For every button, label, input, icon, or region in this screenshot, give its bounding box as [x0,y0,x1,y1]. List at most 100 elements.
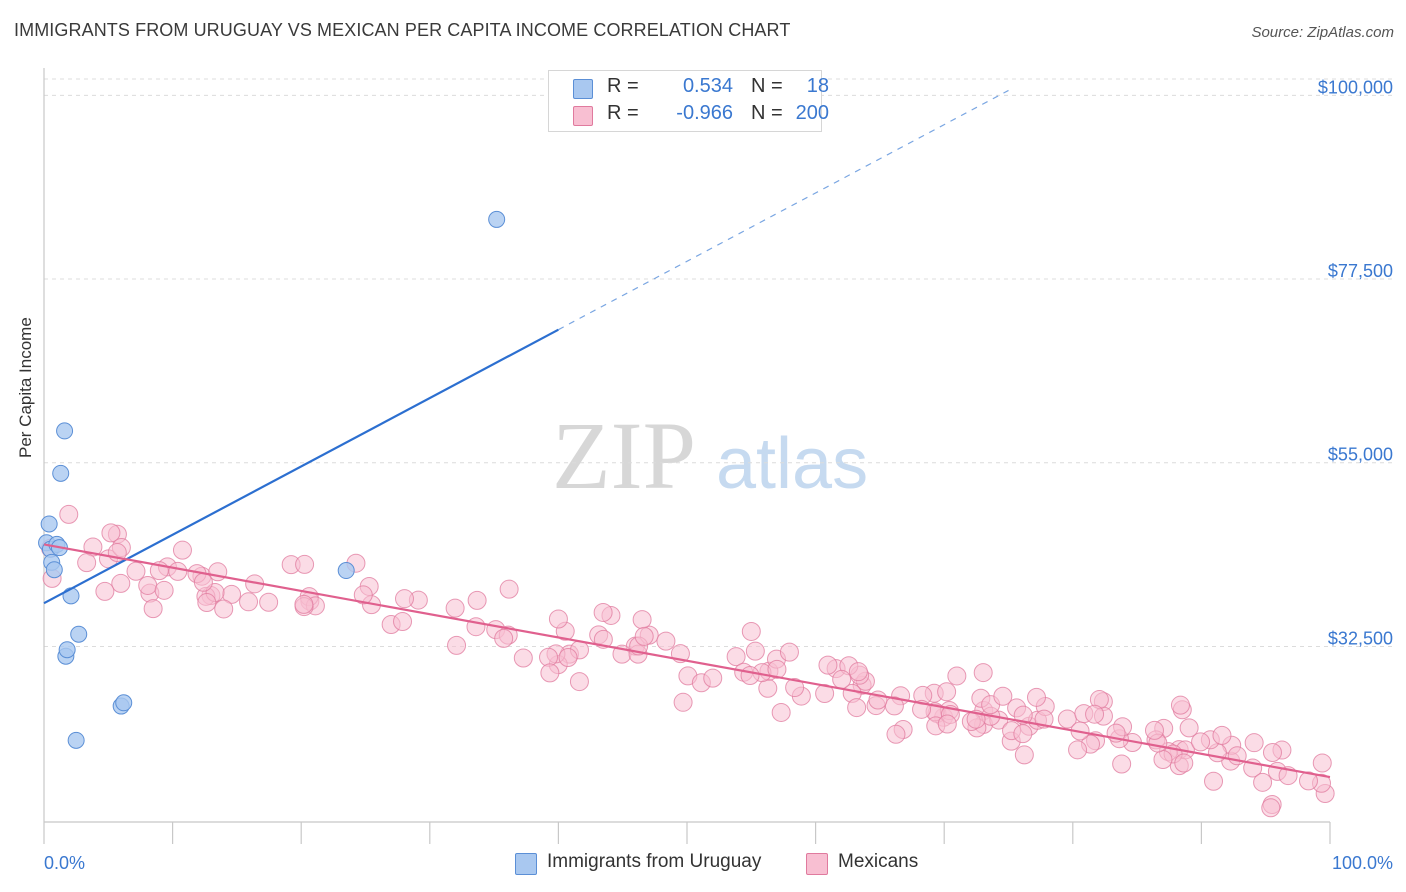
bottom-legend-label-mexicans: Mexicans [838,851,919,872]
trend-lines [43,89,1331,779]
mexicans-point [593,602,613,622]
mexicans-point [1013,724,1033,744]
mexicans-point [973,663,993,683]
mexicans-point [197,593,217,613]
mexicans-point [569,672,589,692]
mexicans-point [1261,798,1281,818]
legend-r-value: -0.966 [676,102,733,124]
mexicans-point [779,642,799,662]
mexicans-point [59,504,79,524]
legend-swatch-uruguay [573,79,593,99]
mexicans-point [393,612,413,632]
mexicans-point [656,631,676,651]
chart-title: IMMIGRANTS FROM URUGUAY VS MEXICAN PER C… [14,20,791,40]
y-tick-label: $100,000 [1318,77,1393,97]
legend-swatch-mexicans [573,106,593,126]
uruguay-point [58,641,76,659]
legend-n-value: 200 [795,102,829,124]
mexicans-point [815,683,835,703]
legend-n-value: 18 [806,75,829,97]
uruguay-trend-extension [558,89,1009,331]
mexicans-point [540,663,560,683]
mexicans-point [1027,687,1047,707]
mexicans-point [726,647,746,667]
uruguay-point [67,731,85,749]
legend-r-value: 0.534 [682,75,733,97]
mexicans-point [558,647,578,667]
mexicans-point [1085,704,1105,724]
mexicans-point [447,635,467,655]
uruguay-point [115,694,133,712]
mexicans-point [494,628,514,648]
uruguay-point [337,562,355,580]
mexicans-point [239,592,259,612]
watermark-zip: ZIP [552,402,696,509]
uruguay-point [40,515,58,533]
watermark-atlas: atlas [716,424,868,504]
mexicans-point [1014,745,1034,765]
mexicans-point [513,648,533,668]
mexicans-point [1253,772,1273,792]
mexicans-trend-line [43,543,1331,779]
correlation-legend: R = 0.534 N = 18 R = -0.966 N = 200 [548,70,829,132]
mexicans-point [741,621,761,641]
legend-n-label: N = [751,102,783,124]
mexicans-point [832,669,852,689]
mexicans-point [818,655,838,675]
mexicans-point [111,573,131,593]
y-tick-labels: $32,500 $55,000 $77,500 $100,000 [1318,77,1393,648]
mexicans-point [95,581,115,601]
uruguay-point [52,464,70,482]
mexicans-point [632,610,652,630]
uruguay-point [45,561,63,579]
mexicans-point [947,666,967,686]
mexicans-point [1068,740,1088,760]
bottom-legend-swatch-uruguay [515,853,537,875]
mexicans-point [353,585,373,605]
mexicans-point [214,599,234,619]
mexicans-point [1153,750,1173,770]
legend-n-label: N = [751,75,783,97]
mexicans-point [767,659,787,679]
uruguay-trend-line [43,328,559,605]
mexicans-point [126,561,146,581]
uruguay-point [488,210,506,228]
mexicans-point [499,579,519,599]
mexicans-point [1204,771,1224,791]
mexicans-point [937,714,957,734]
mexicans-point [467,590,487,610]
mexicans-point [172,540,192,560]
mexicans-point [445,598,465,618]
mexicans-points [41,504,1335,818]
mexicans-point [673,692,693,712]
mexicans-point [1144,720,1164,740]
legend-r-label: R = [607,102,639,124]
mexicans-point [143,599,163,619]
mexicans-point [1191,732,1211,752]
mexicans-point [1112,754,1132,774]
mexicans-point [1174,753,1194,773]
mexicans-point [295,554,315,574]
mexicans-point [884,696,904,716]
mexicans-point [154,580,174,600]
mexicans-point [1262,743,1282,763]
mexicans-point [1170,695,1190,715]
mexicans-point [745,641,765,661]
y-tick-label: $55,000 [1328,445,1393,465]
axes [43,68,1331,844]
mexicans-point [394,589,414,609]
mexicans-point [1179,718,1199,738]
mexicans-point [548,609,568,629]
mexicans-point [77,553,97,573]
mexicans-point [1244,733,1264,753]
mexicans-point [771,702,791,722]
x-tick-label-max: 100.0% [1332,853,1393,873]
mexicans-point [1312,753,1332,773]
uruguay-points [38,210,506,749]
source-label: Source: ZipAtlas.com [1251,24,1394,41]
mexicans-point [703,668,723,688]
y-tick-label: $32,500 [1328,628,1393,648]
mexicans-point [848,662,868,682]
x-tick-label-min: 0.0% [44,853,85,873]
uruguay-point [62,587,80,605]
